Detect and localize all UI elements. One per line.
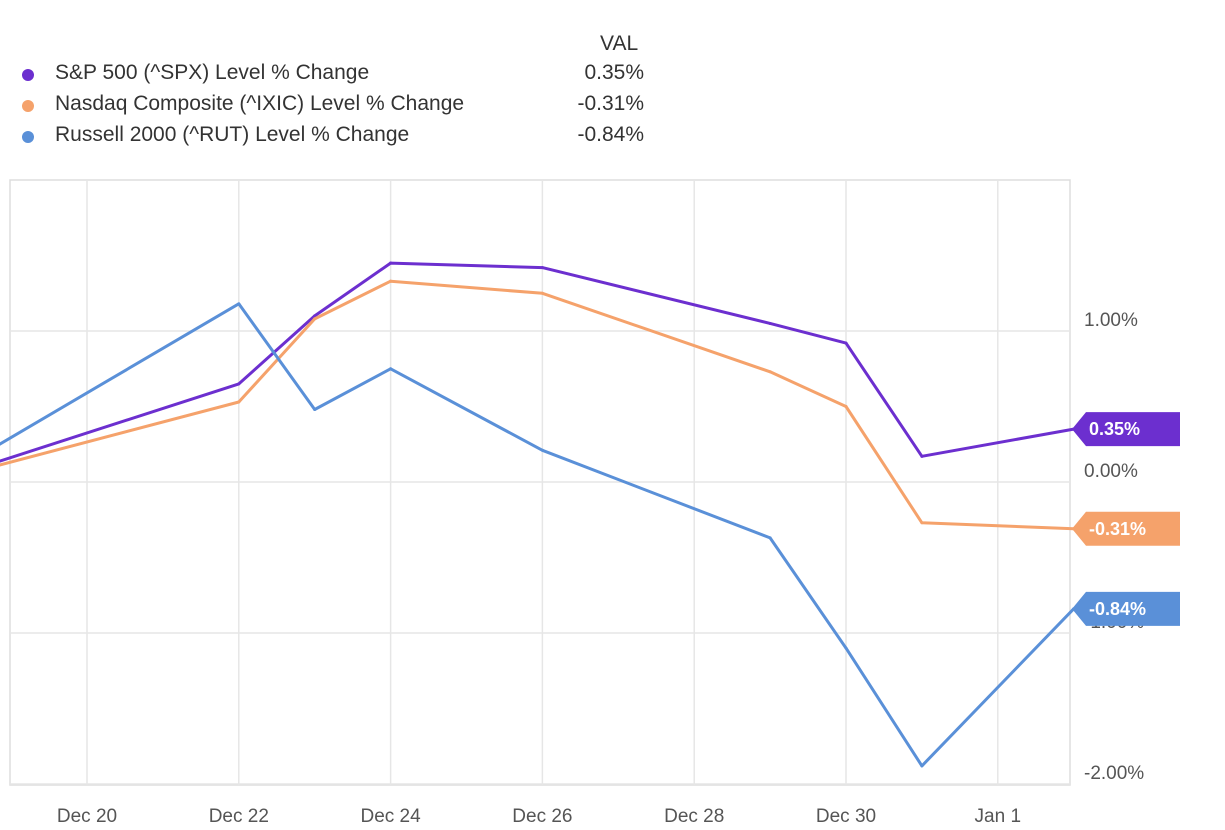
data-point[interactable]	[389, 261, 393, 265]
x-tick-label: Dec 22	[209, 806, 269, 827]
legend-item-value: 0.35%	[584, 61, 644, 84]
y-tick-label: -2.00%	[1084, 763, 1144, 784]
chart-legend: VAL S&P 500 (^SPX) Level % Change 0.35% …	[0, 0, 1225, 170]
data-point[interactable]	[540, 266, 544, 270]
legend-marker	[22, 100, 34, 112]
ixic-line[interactable]	[0, 279, 1076, 531]
legend-item-label: Russell 2000 (^RUT) Level % Change	[55, 123, 410, 146]
legend-value-header: VAL	[600, 32, 639, 55]
data-point[interactable]	[237, 382, 241, 386]
spx-line[interactable]	[0, 261, 1076, 482]
axis-labels: Dec 20 Dec 22 Dec 24 Dec 26 Dec 28 Dec 30 Jan …	[57, 310, 1144, 827]
grid	[9, 179, 1071, 786]
data-point[interactable]	[313, 408, 317, 412]
legend-item-spx[interactable]: S&P 500 (^SPX) Level % Change 0.35%	[22, 61, 652, 89]
data-point[interactable]	[768, 321, 772, 325]
data-point[interactable]	[768, 536, 772, 540]
x-tick-label: Dec 30	[816, 806, 876, 827]
legend-item-value: -0.84%	[577, 123, 644, 146]
data-point[interactable]	[389, 367, 393, 371]
data-point[interactable]	[844, 646, 848, 650]
x-tick-label: Dec 26	[512, 806, 572, 827]
data-point[interactable]	[389, 279, 393, 283]
legend-marker	[22, 69, 34, 81]
data-point[interactable]	[540, 448, 544, 452]
x-tick-label: Dec 20	[57, 806, 117, 827]
y-tick-label: 0.00%	[1084, 461, 1138, 482]
end-value-label: -0.84%	[1089, 599, 1146, 619]
data-point[interactable]	[844, 405, 848, 408]
x-tick-label: Dec 24	[360, 806, 421, 827]
data-point[interactable]	[920, 521, 924, 525]
data-point[interactable]	[768, 370, 772, 374]
end-value-label: -0.31%	[1089, 519, 1146, 539]
data-point[interactable]	[920, 454, 924, 458]
data-point[interactable]	[237, 302, 241, 306]
x-tick-label: Jan 1	[975, 806, 1021, 827]
x-tick-label: Dec 28	[664, 806, 724, 827]
legend-item-ixic[interactable]: Nasdaq Composite (^IXIC) Level % Change …	[22, 92, 652, 120]
end-value-label: 0.35%	[1089, 419, 1140, 439]
legend-item-label: S&P 500 (^SPX) Level % Change	[55, 61, 370, 84]
rut-line[interactable]	[0, 302, 1076, 768]
end-labels: -0.84% -0.31% 0.35%	[1072, 412, 1180, 626]
data-point[interactable]	[540, 291, 544, 295]
end-value-flag	[1072, 412, 1180, 447]
end-value-flag	[1072, 511, 1180, 546]
legend-item-value: -0.31%	[577, 92, 644, 115]
end-value-flag	[1072, 591, 1180, 626]
legend-marker	[22, 131, 34, 143]
series-lines	[0, 261, 1076, 768]
legend-item-rut[interactable]: Russell 2000 (^RUT) Level % Change -0.84…	[22, 123, 652, 151]
data-point[interactable]	[313, 314, 317, 318]
data-point[interactable]	[237, 400, 241, 404]
data-point[interactable]	[920, 764, 924, 768]
y-tick-label: 1.00%	[1084, 310, 1138, 331]
data-point[interactable]	[844, 341, 848, 345]
data-point[interactable]	[313, 317, 317, 321]
legend-item-label: Nasdaq Composite (^IXIC) Level % Change	[55, 92, 465, 115]
